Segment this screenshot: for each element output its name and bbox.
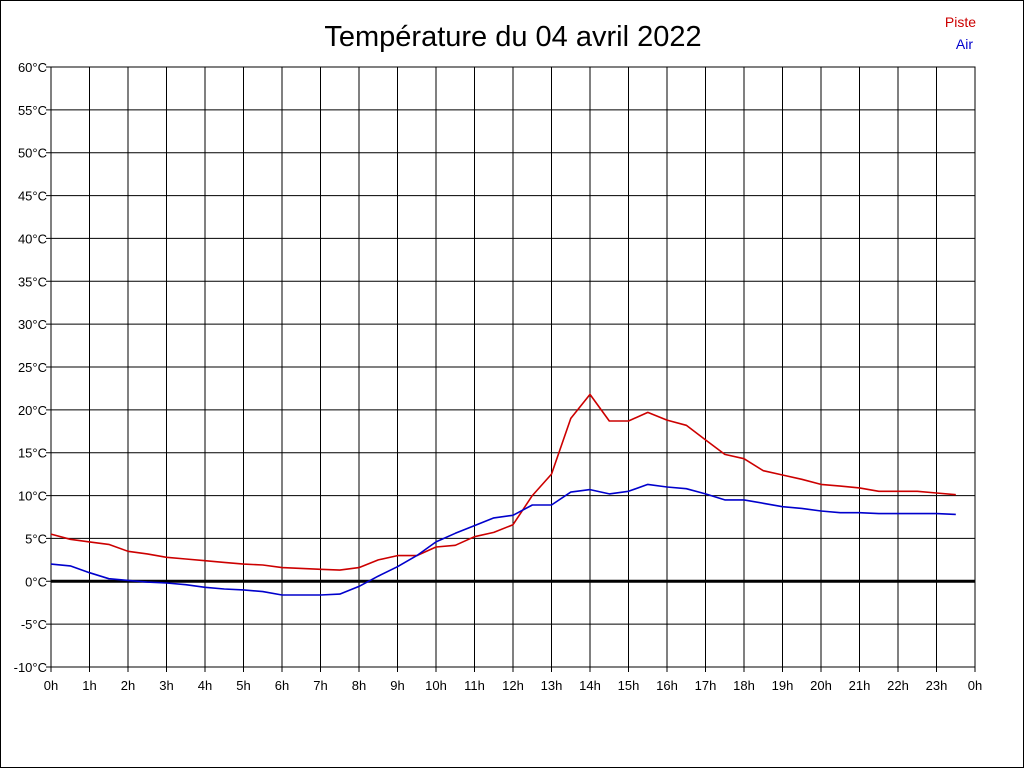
series-line-air [50,483,956,596]
x-tick-label: 17h [695,678,717,693]
x-tick-label: 16h [656,678,678,693]
legend: Piste Air [945,14,976,52]
y-tick-label: 40°C [18,231,47,246]
y-tick-label: 60°C [18,60,47,75]
y-tick-label: 5°C [25,531,47,546]
y-tick-label: 20°C [18,403,47,418]
x-tick-label: 0h [968,678,982,693]
y-tick-label: 45°C [18,189,47,204]
x-tick-label: 19h [772,678,794,693]
y-tick-label: 35°C [18,274,47,289]
y-tick-label: 15°C [18,446,47,461]
y-tick-label: 50°C [18,146,47,161]
x-tick-label: 4h [198,678,212,693]
y-tick-label: 0°C [25,574,47,589]
y-tick-label: 10°C [18,489,47,504]
legend-entry-air: Air [956,36,973,52]
x-axis: 0h 1h 2h 3h 4h 5h 6h 7h 8h 9h 10h 11h 12h 13h 14h 15h 16… [44,678,982,693]
x-tick-label: 13h [541,678,563,693]
x-tick-label: 2h [121,678,135,693]
x-tick-label: 5h [236,678,250,693]
x-tick-label: 11h [464,678,485,693]
x-tick-label: 6h [275,678,289,693]
x-tick-label: 9h [390,678,404,693]
x-tick-label: 12h [502,678,524,693]
plot-area-border [50,66,976,668]
x-tick-label: 22h [887,678,909,693]
x-tick-label: 23h [926,678,948,693]
x-tick-label: 8h [352,678,366,693]
series-line-piste [50,393,956,571]
x-tick-label: 15h [618,678,640,693]
x-tick-label: 7h [313,678,327,693]
series-lines [50,393,956,596]
y-tick-label: -10°C [14,660,47,675]
y-axis: -10°C -5°C 0°C 5°C 10°C 15°C 20°C 25°C 30°C 35°C 4… [14,60,47,675]
x-tick-label: 0h [44,678,58,693]
y-tick-label: 25°C [18,360,47,375]
legend-entry-piste: Piste [945,14,976,30]
x-tick-label: 18h [733,678,755,693]
y-tick-label: 30°C [18,317,47,332]
chart-title: Température du 04 avril 2022 [324,21,701,53]
y-tick-label: 55°C [18,103,47,118]
x-tick-label: 1h [82,678,96,693]
x-tick-label: 20h [810,678,832,693]
x-tick-label: 14h [579,678,601,693]
x-tick-label: 3h [159,678,173,693]
y-tick-label: -5°C [21,617,47,632]
x-tick-label: 21h [849,678,871,693]
x-tick-label: 10h [425,678,447,693]
